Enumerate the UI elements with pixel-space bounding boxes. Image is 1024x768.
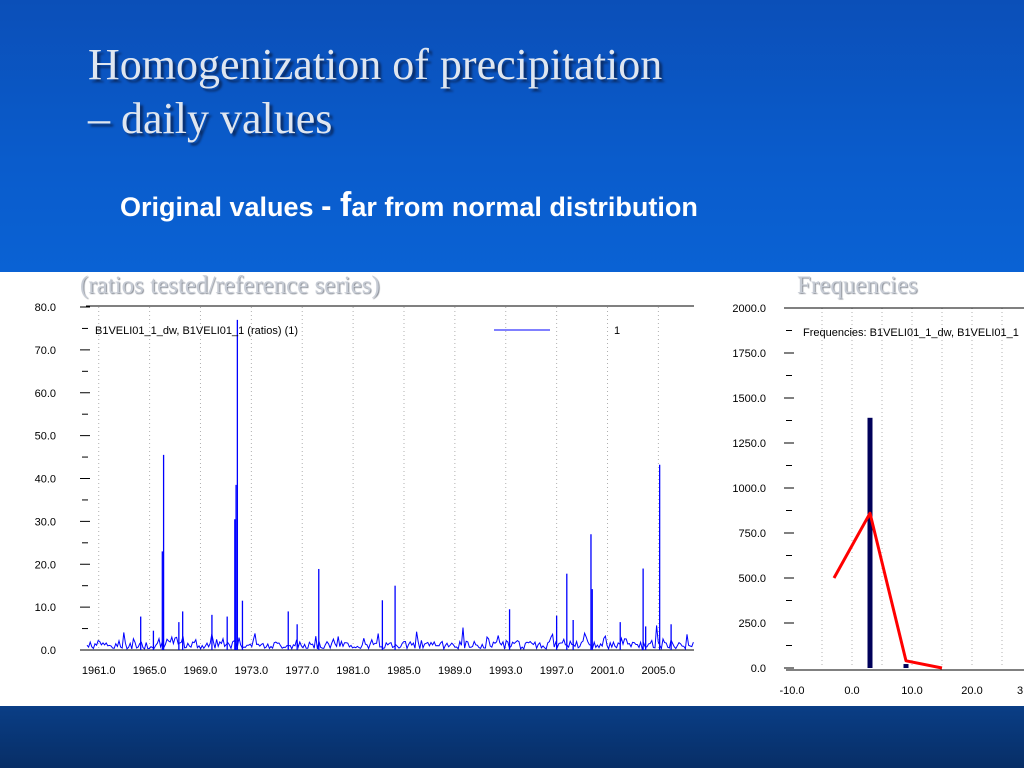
ratio-x-tick-label: 1969.0 bbox=[184, 665, 218, 677]
frequency-bar bbox=[867, 417, 873, 668]
header-background bbox=[0, 0, 1024, 272]
ratio-x-tick-label: 1993.0 bbox=[489, 665, 523, 677]
title-line-1: Homogenization of precipitation bbox=[88, 40, 663, 89]
ratio-x-tick-label: 2005.0 bbox=[642, 665, 676, 677]
frequency-curve bbox=[832, 511, 943, 670]
slide-subtitle: Original values - far from normal distri… bbox=[120, 186, 698, 225]
ratio-x-tick-label: 1973.0 bbox=[235, 665, 269, 677]
ratio-chart-y-ticks: 0.0 10.0 20.0 30.0 40.0 50.0 60.0 70.0 80.0 bbox=[35, 302, 90, 657]
frequency-y-tick-label: 250.0 bbox=[738, 618, 766, 630]
frequency-chart-caption: Frequencies bbox=[797, 272, 918, 299]
ratio-x-tick-label: 1997.0 bbox=[540, 665, 574, 677]
ratio-y-tick-label: 30.0 bbox=[35, 516, 56, 528]
chart-panel bbox=[0, 272, 1024, 706]
ratio-x-tick-label: 1965.0 bbox=[133, 665, 167, 677]
frequency-x-tick-label: 0.0 bbox=[844, 685, 859, 697]
ratio-y-tick-label: 20.0 bbox=[35, 559, 56, 571]
subtitle-dash: - bbox=[321, 188, 341, 223]
ratio-chart-caption: (ratios tested/reference series) bbox=[80, 272, 380, 299]
frequency-y-tick-label: 500.0 bbox=[738, 573, 766, 585]
frequency-y-tick-label: 2000.0 bbox=[732, 303, 766, 315]
frequency-chart-y-ticks: 0.0 250.0 500.0 750.0 1000.0 1250.0 1500.0 1750… bbox=[732, 303, 794, 675]
ratio-y-tick-label: 80.0 bbox=[35, 302, 56, 314]
ratio-y-tick-label: 60.0 bbox=[35, 388, 56, 400]
ratio-series-spikes bbox=[140, 319, 672, 650]
frequency-y-tick-label: 1000.0 bbox=[732, 483, 766, 495]
frequency-chart-x-ticks: -10.0 0.0 10.0 20.0 3 bbox=[779, 685, 1023, 697]
ratio-x-tick-label: 2001.0 bbox=[591, 665, 625, 677]
subtitle-letter-f: f bbox=[340, 186, 352, 224]
slide-title: Homogenization of precipitation – daily … bbox=[88, 38, 662, 146]
ratio-x-tick-label: 1981.0 bbox=[336, 665, 370, 677]
ratio-y-tick-label: 0.0 bbox=[41, 645, 56, 657]
footer-band bbox=[0, 706, 1024, 768]
ratio-y-tick-label: 50.0 bbox=[35, 431, 56, 443]
frequency-bars bbox=[867, 417, 909, 668]
ratio-x-tick-label: 1985.0 bbox=[387, 665, 421, 677]
frequency-chart-grid bbox=[821, 308, 1003, 668]
frequency-y-tick-label: 750.0 bbox=[738, 528, 766, 540]
ratio-chart: 0.0 10.0 20.0 30.0 40.0 50.0 60.0 70.0 80.0 1961… bbox=[35, 302, 694, 677]
ratio-y-tick-label: 10.0 bbox=[35, 602, 56, 614]
frequency-x-tick-label: 10.0 bbox=[901, 685, 922, 697]
ratio-y-tick-label: 40.0 bbox=[35, 474, 56, 486]
ratio-chart-grid bbox=[98, 307, 659, 650]
ratio-x-tick-label: 1977.0 bbox=[285, 665, 319, 677]
ratio-legend-label: B1VELI01_1_dw, B1VELI01_1 (ratios) (1) bbox=[95, 325, 298, 337]
ratio-series-baseline bbox=[86, 625, 694, 651]
subtitle-part-b: ar from normal distribution bbox=[351, 192, 698, 222]
ratio-x-tick-label: 1989.0 bbox=[438, 665, 472, 677]
ratio-chart-x-ticks: 1961.0 1965.0 1969.0 1973.0 1977.0 1981.0 1985… bbox=[82, 665, 675, 677]
frequency-x-tick-label: 3 bbox=[1017, 685, 1023, 697]
subtitle-part-a: Original values bbox=[120, 192, 322, 222]
ratio-y-tick-label: 70.0 bbox=[35, 345, 56, 357]
ratio-chart-legend: B1VELI01_1_dw, B1VELI01_1 (ratios) (1) 1 bbox=[95, 325, 620, 337]
frequency-y-tick-label: 1250.0 bbox=[732, 438, 766, 450]
frequency-y-tick-label: 1500.0 bbox=[732, 393, 766, 405]
frequency-x-tick-label: -10.0 bbox=[779, 685, 804, 697]
frequency-y-tick-label: 1750.0 bbox=[732, 348, 766, 360]
frequency-x-tick-label: 20.0 bbox=[961, 685, 982, 697]
frequency-legend-label: Frequencies: B1VELI01_1_dw, B1VELI01_1 bbox=[803, 327, 1019, 339]
frequency-chart: 0.0 250.0 500.0 750.0 1000.0 1250.0 1500.0 1750… bbox=[732, 303, 1024, 697]
ratio-legend-value: 1 bbox=[614, 325, 620, 337]
title-line-2: – daily values bbox=[88, 94, 333, 143]
frequency-y-tick-label: 0.0 bbox=[751, 663, 766, 675]
ratio-x-tick-label: 1961.0 bbox=[82, 665, 116, 677]
frequency-bar bbox=[903, 664, 909, 668]
